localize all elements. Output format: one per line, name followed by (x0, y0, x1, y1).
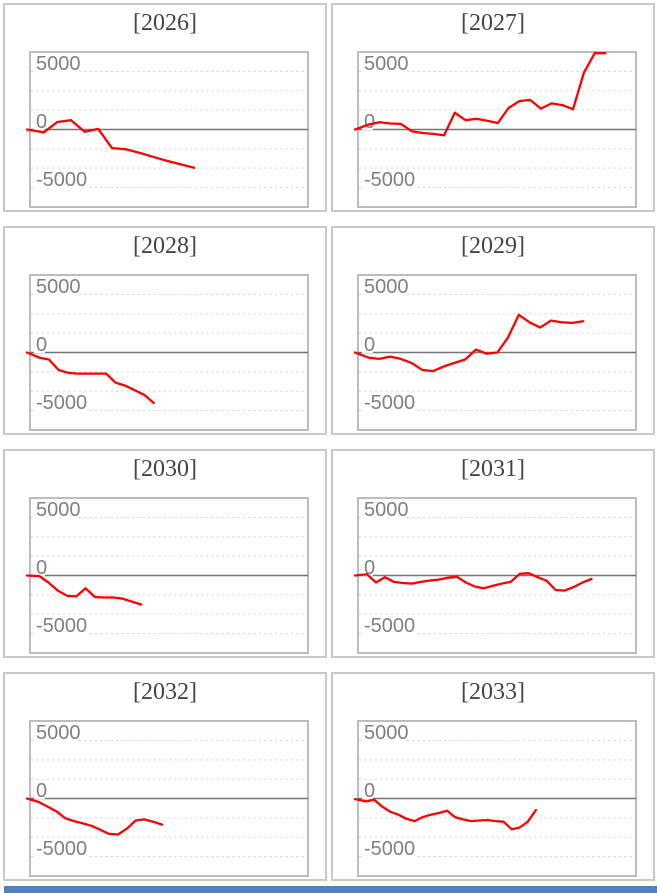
chart-panel-2027[interactable]: [2027] 5000 0 -5000 (331, 3, 655, 212)
tick-label-backing (362, 170, 417, 188)
chart-title: [2028] (133, 233, 197, 259)
chart-panel-2030[interactable]: [2030] 5000 0 -5000 (3, 449, 327, 658)
tick-label-backing (362, 54, 406, 72)
y-tick-label: 5000 (364, 53, 409, 75)
y-tick-label: 5000 (36, 276, 81, 298)
chart-title: [2031] (461, 456, 525, 482)
data-line (25, 574, 143, 606)
tick-label-backing (34, 170, 89, 188)
tick-label-backing (362, 393, 417, 411)
tick-label-backing (362, 616, 417, 634)
chart-panel-2029[interactable]: [2029] 5000 0 -5000 (331, 226, 655, 435)
y-tick-label: 5000 (36, 722, 81, 744)
tick-label-backing (34, 54, 78, 72)
chart-panel-2028[interactable]: [2028] 5000 0 -5000 (3, 226, 327, 435)
tick-label-backing (362, 335, 373, 353)
tick-label-backing (34, 781, 45, 799)
data-line (353, 52, 607, 137)
y-tick-label: 0 (364, 111, 375, 133)
y-tick-label: 0 (36, 557, 47, 579)
y-tick-label: 5000 (364, 722, 409, 744)
chart-title: [2027] (461, 10, 525, 36)
y-tick-label: 0 (36, 780, 47, 802)
data-line (353, 797, 538, 831)
y-tick-label: 5000 (364, 499, 409, 521)
chart-title: [2032] (133, 679, 197, 705)
tick-label-backing (362, 723, 406, 741)
y-tick-label: -5000 (36, 838, 87, 860)
data-line (353, 313, 585, 373)
plot-area: 5000 0 -5000 (353, 274, 637, 431)
y-tick-label: -5000 (364, 838, 415, 860)
tick-label-backing (362, 500, 406, 518)
plot-area: 5000 0 -5000 (25, 497, 309, 654)
chart-panel-2032[interactable]: [2032] 5000 0 -5000 (3, 672, 327, 881)
chart-panel-2033[interactable]: [2033] 5000 0 -5000 (331, 672, 655, 881)
y-tick-label: 0 (36, 334, 47, 356)
tick-label-backing (362, 781, 373, 799)
tick-label-backing (362, 839, 417, 857)
tick-label-backing (34, 500, 78, 518)
chart-grid: [2026] 5000 0 -5000 [2027] 5000 0 -5000 [2028] 50… (3, 3, 655, 881)
tick-label-backing (362, 277, 406, 295)
y-tick-label: 5000 (364, 276, 409, 298)
tick-label-backing (34, 839, 89, 857)
y-tick-label: 0 (364, 334, 375, 356)
plot-area: 5000 0 -5000 (353, 720, 637, 877)
tick-label-backing (34, 393, 89, 411)
data-line (25, 351, 155, 405)
y-tick-label: 5000 (36, 499, 81, 521)
tick-label-backing (362, 558, 373, 576)
plot-area: 5000 0 -5000 (25, 720, 309, 877)
bottom-blue-bar (4, 886, 657, 893)
y-tick-label: 5000 (36, 53, 81, 75)
y-tick-label: 0 (364, 557, 375, 579)
data-line (353, 572, 593, 592)
chart-title: [2029] (461, 233, 525, 259)
tick-label-backing (362, 112, 373, 130)
chart-panel-2026[interactable]: [2026] 5000 0 -5000 (3, 3, 327, 212)
tick-label-backing (34, 112, 45, 130)
tick-label-backing (34, 277, 78, 295)
tick-label-backing (34, 616, 89, 634)
data-line (25, 119, 196, 169)
plot-area: 5000 0 -5000 (353, 497, 637, 654)
y-tick-label: -5000 (36, 615, 87, 637)
tick-label-backing (34, 558, 45, 576)
chart-title: [2026] (133, 10, 197, 36)
tick-label-backing (34, 335, 45, 353)
y-tick-label: -5000 (364, 392, 415, 414)
data-line (25, 797, 164, 836)
y-tick-label: 0 (36, 111, 47, 133)
y-tick-label: -5000 (36, 392, 87, 414)
y-tick-label: 0 (364, 780, 375, 802)
chart-title: [2033] (461, 679, 525, 705)
plot-area: 5000 0 -5000 (353, 51, 637, 208)
plot-area: 5000 0 -5000 (25, 274, 309, 431)
chart-panel-2031[interactable]: [2031] 5000 0 -5000 (331, 449, 655, 658)
chart-title: [2030] (133, 456, 197, 482)
y-tick-label: -5000 (364, 169, 415, 191)
y-tick-label: -5000 (36, 169, 87, 191)
y-tick-label: -5000 (364, 615, 415, 637)
plot-area: 5000 0 -5000 (25, 51, 309, 208)
tick-label-backing (34, 723, 78, 741)
